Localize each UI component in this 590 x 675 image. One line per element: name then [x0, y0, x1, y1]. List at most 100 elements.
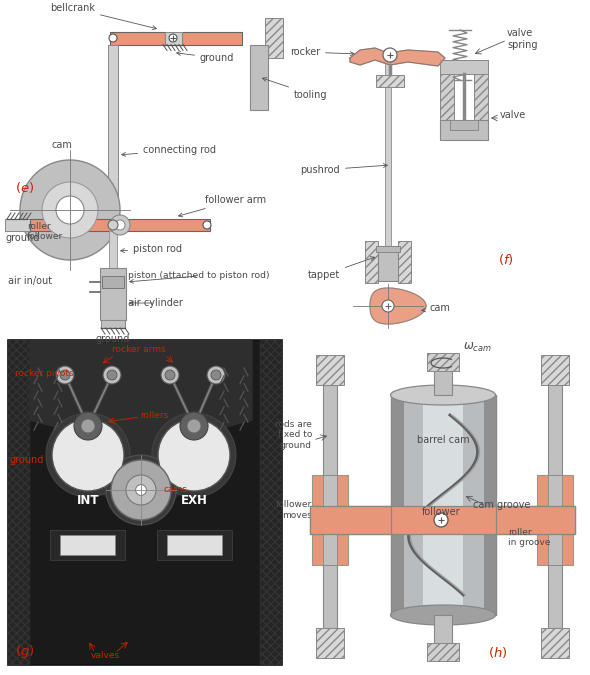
- Bar: [101, 320, 125, 328]
- Bar: [310, 506, 391, 534]
- Circle shape: [165, 370, 175, 380]
- Bar: [250, 45, 268, 109]
- Text: EXH: EXH: [181, 493, 208, 506]
- Bar: [391, 506, 496, 534]
- Bar: [323, 475, 337, 565]
- Bar: [5, 219, 30, 231]
- Bar: [427, 643, 459, 661]
- Circle shape: [180, 412, 208, 440]
- Bar: [265, 18, 283, 58]
- Bar: [8, 340, 30, 665]
- Text: cam groove: cam groove: [473, 500, 530, 510]
- Text: $\omega_{cam}$: $\omega_{cam}$: [463, 340, 492, 354]
- Circle shape: [56, 366, 74, 384]
- Circle shape: [136, 485, 146, 495]
- Text: ground: ground: [176, 51, 234, 63]
- Circle shape: [187, 419, 201, 433]
- Circle shape: [108, 220, 118, 230]
- Text: ground: ground: [5, 233, 40, 243]
- Text: piston rod: piston rod: [121, 244, 182, 254]
- Circle shape: [207, 366, 225, 384]
- Text: roller
follower: roller follower: [27, 221, 63, 241]
- Circle shape: [52, 419, 124, 491]
- Bar: [398, 241, 411, 283]
- Bar: [548, 385, 562, 628]
- Circle shape: [126, 475, 156, 505]
- Ellipse shape: [391, 605, 496, 625]
- Bar: [391, 395, 496, 615]
- Bar: [30, 219, 210, 231]
- Ellipse shape: [391, 385, 496, 405]
- Text: air cylinder: air cylinder: [128, 298, 183, 308]
- Bar: [391, 395, 402, 615]
- Circle shape: [383, 48, 397, 62]
- Text: follower: follower: [422, 507, 460, 517]
- Bar: [440, 120, 488, 140]
- Bar: [102, 276, 124, 288]
- Bar: [376, 246, 400, 252]
- Bar: [50, 530, 125, 560]
- Bar: [100, 268, 126, 320]
- Bar: [316, 628, 344, 658]
- Text: rocker arms: rocker arms: [112, 346, 166, 354]
- Bar: [434, 615, 452, 645]
- Bar: [434, 355, 452, 395]
- Circle shape: [81, 419, 95, 433]
- Bar: [182, 32, 242, 45]
- Text: $(f)$: $(f)$: [498, 252, 514, 267]
- Text: $(h)$: $(h)$: [488, 645, 507, 660]
- Bar: [537, 475, 573, 565]
- Bar: [165, 32, 182, 45]
- Circle shape: [60, 370, 70, 380]
- Circle shape: [103, 366, 121, 384]
- Text: tooling: tooling: [263, 78, 327, 99]
- Text: connecting rod: connecting rod: [122, 145, 216, 157]
- Bar: [385, 60, 391, 246]
- Bar: [423, 395, 463, 615]
- Circle shape: [107, 370, 117, 380]
- Bar: [450, 120, 478, 130]
- Text: bellcrank: bellcrank: [50, 3, 156, 30]
- Text: air in/out: air in/out: [8, 276, 52, 286]
- Text: $(e)$: $(e)$: [15, 180, 34, 195]
- Circle shape: [158, 419, 230, 491]
- Bar: [365, 241, 378, 283]
- Polygon shape: [350, 48, 445, 66]
- Circle shape: [211, 370, 221, 380]
- Text: valve: valve: [500, 110, 526, 120]
- Bar: [108, 45, 118, 222]
- Circle shape: [115, 220, 125, 230]
- Polygon shape: [30, 340, 252, 520]
- Text: rocker: rocker: [290, 47, 354, 57]
- Bar: [8, 340, 282, 665]
- Bar: [60, 535, 115, 555]
- Circle shape: [42, 182, 98, 238]
- Circle shape: [111, 460, 171, 520]
- Bar: [474, 60, 488, 130]
- Text: rods are
fixed to
ground: rods are fixed to ground: [275, 420, 312, 450]
- Bar: [541, 355, 569, 385]
- Text: cams: cams: [163, 485, 187, 495]
- Bar: [483, 395, 496, 615]
- Circle shape: [169, 34, 177, 42]
- Text: piston (attached to piston rod): piston (attached to piston rod): [128, 271, 270, 284]
- Text: ground: ground: [96, 334, 130, 344]
- Circle shape: [106, 455, 176, 525]
- Bar: [167, 535, 222, 555]
- Text: valves: valves: [90, 651, 120, 659]
- Bar: [440, 60, 488, 74]
- Circle shape: [434, 513, 448, 527]
- Bar: [548, 475, 562, 565]
- Text: pushrod: pushrod: [300, 163, 387, 175]
- Circle shape: [152, 413, 236, 497]
- Text: roller
in groove: roller in groove: [508, 528, 550, 547]
- Circle shape: [203, 221, 211, 229]
- Text: valve
spring: valve spring: [507, 28, 537, 49]
- Bar: [157, 530, 232, 560]
- Text: barrel cam: barrel cam: [417, 435, 469, 445]
- Bar: [260, 340, 282, 665]
- Circle shape: [161, 366, 179, 384]
- Text: $(g)$: $(g)$: [15, 643, 35, 660]
- Text: cam: cam: [51, 140, 73, 150]
- Bar: [376, 75, 404, 87]
